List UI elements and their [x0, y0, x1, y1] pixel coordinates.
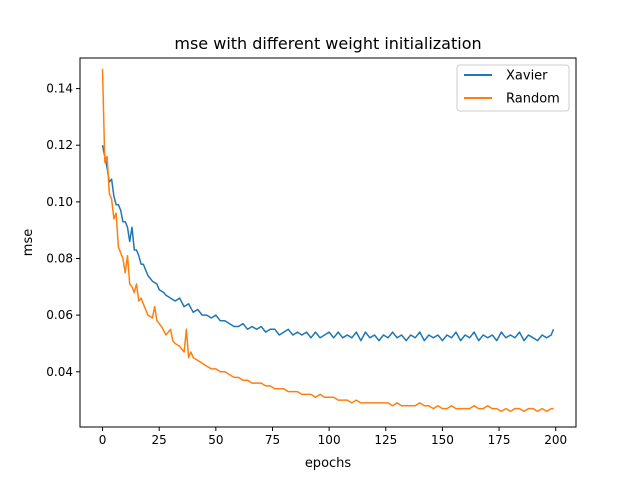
series-line-xavier	[101, 145, 555, 342]
y-tick-label: 0.12	[46, 138, 73, 152]
legend-label-xavier: Xavier	[506, 69, 548, 84]
x-tick-label: 150	[431, 433, 454, 447]
y-tick-label: 0.06	[46, 308, 73, 322]
x-tick-label: 100	[318, 433, 341, 447]
x-tick-label: 0	[99, 433, 107, 447]
y-tick-label: 0.14	[46, 82, 73, 96]
legend: Xavier Random	[456, 64, 570, 112]
x-tick-label: 50	[208, 433, 223, 447]
x-axis-label: epochs	[305, 456, 352, 471]
plot-frame	[79, 57, 577, 428]
x-tick-label: 175	[488, 433, 511, 447]
y-tick-label: 0.04	[46, 365, 73, 379]
x-tick-label: 125	[374, 433, 397, 447]
legend-box	[456, 64, 570, 112]
y-tick-label: 0.08	[46, 252, 73, 266]
series-line-random	[101, 68, 554, 413]
x-tick-label: 75	[265, 433, 280, 447]
x-tick-label: 25	[152, 433, 167, 447]
series-layer	[101, 68, 555, 413]
plot-background	[80, 58, 576, 427]
legend-label-random: Random	[506, 92, 560, 107]
y-axis: 0.04 0.06 0.08 0.10 0.12 0.14	[46, 82, 80, 379]
plot-area	[79, 57, 577, 428]
y-tick-label: 0.10	[46, 195, 73, 209]
y-axis-label: mse	[21, 229, 36, 256]
x-axis: 0 25 50 75 100 125 150 175 200	[99, 427, 567, 447]
x-tick-label: 200	[544, 433, 567, 447]
chart-title: mse with different weight initialization	[174, 34, 481, 53]
